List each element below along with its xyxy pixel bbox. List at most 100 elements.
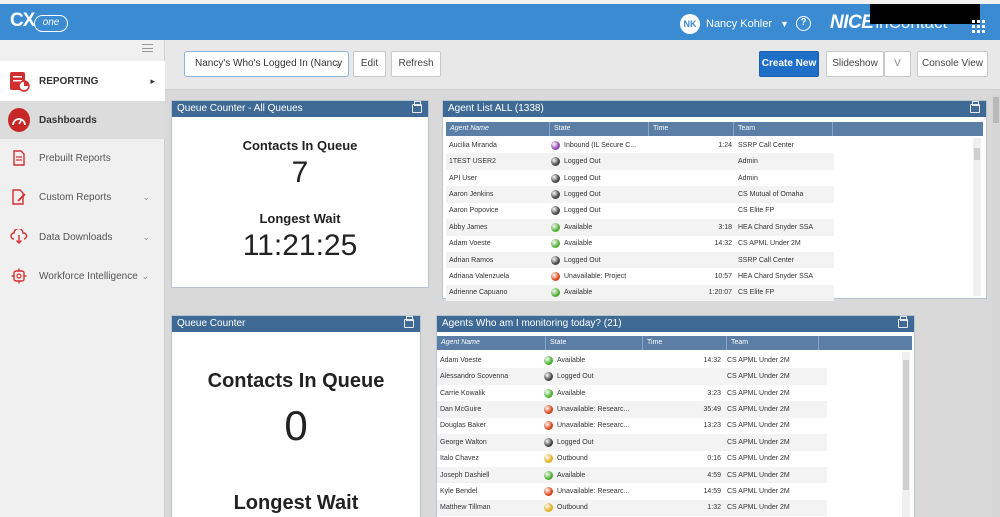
state-cell: Logged Out (551, 157, 650, 167)
page-scrollbar[interactable] (992, 95, 1000, 517)
panel-header: Queue Counter - All Queues (172, 101, 428, 117)
chevron-down-icon: ⌄ (333, 58, 342, 69)
table-row[interactable]: Kyle Bendel Unavailable: Researc... 14:59 C… (437, 483, 827, 500)
slideshow-dropdown-button[interactable]: V (884, 51, 911, 77)
table-row[interactable]: API User Logged Out Admin (446, 170, 834, 187)
table-row[interactable]: Abby James Available 3:18 HEA Chard Snyder … (446, 219, 834, 236)
state-cell: Unavailable: Project (551, 271, 650, 281)
column-header-team[interactable]: Team (727, 336, 819, 350)
column-header-agent-name[interactable]: Agent Name (446, 122, 550, 136)
column-header-time[interactable]: Time (643, 336, 727, 350)
table-row[interactable]: Adam Voeste Available 14:32 CS APML Under 2… (437, 352, 827, 369)
team-cell: Admin (738, 174, 758, 182)
team-cell: CS APML Under 2M (727, 405, 790, 413)
team-cell: CS Mutual of Omaha (738, 190, 804, 198)
panel-title: Queue Counter - All Queues (177, 103, 303, 114)
table-row[interactable]: Douglas Baker Unavailable: Researc... 13:2… (437, 418, 827, 435)
team-cell: SSRP Call Center (738, 141, 794, 149)
status-dot-icon (544, 470, 553, 480)
table-row[interactable]: Matthew Tillman Outbound 1:32 CS APML Under… (437, 499, 827, 517)
table-row[interactable]: Aucilia Miranda Inbound (IL Secure C... 1:… (446, 137, 834, 154)
table-row[interactable]: Adrienne Capuano Available 1:20:07 CS Elite… (446, 284, 834, 302)
table-row[interactable]: Adriana Valenzuela Unavailable: Project 10… (446, 268, 834, 285)
sidebar-item-custom-reports[interactable]: Custom Reports ⌄ (0, 178, 165, 216)
table-row[interactable]: Alessandro Scovenna Logged Out CS APML Und… (437, 368, 827, 385)
team-cell: CS APML Under 2M (727, 373, 790, 381)
team-cell: CS APML Under 2M (727, 356, 790, 364)
table-row[interactable]: Carrie Kowalik Available 3:23 CS APML Under… (437, 385, 827, 402)
time-cell: 13:23 (703, 422, 721, 430)
edit-document-icon (8, 186, 30, 208)
column-header-agent-name[interactable]: Agent Name (437, 336, 546, 350)
team-cell: CS APML Under 2M (727, 471, 790, 479)
table-row[interactable]: Adam Voeste Available 14:32 CS APML Under 2… (446, 235, 834, 252)
refresh-button[interactable]: Refresh (391, 51, 441, 77)
monitoring-scrollbar[interactable] (902, 352, 910, 517)
table-row[interactable]: Aaron Popovice Logged Out CS Elite FP (446, 203, 834, 220)
time-cell: 3:23 (707, 389, 721, 397)
user-menu[interactable]: NK Nancy Kohler ▼ (680, 12, 789, 36)
collapse-menu-icon[interactable] (142, 44, 153, 52)
agent-list-table-header: Agent Name State Time Team (446, 122, 983, 136)
scrollbar-thumb[interactable] (974, 148, 980, 160)
table-row[interactable]: George Walton Logged Out CS APML Under 2M (437, 434, 827, 451)
status-dot-icon (551, 271, 560, 281)
state-text: Available (564, 289, 593, 297)
user-name[interactable]: Nancy Kohler (706, 18, 773, 30)
column-header-state[interactable]: State (550, 122, 649, 136)
status-dot-icon (551, 239, 560, 249)
sidebar-item-prebuilt-reports[interactable]: Prebuilt Reports (0, 139, 165, 177)
table-row[interactable]: 1TEST USER2 Logged Out Admin (446, 153, 834, 170)
state-cell: Available (544, 470, 641, 480)
print-icon[interactable] (412, 101, 422, 113)
chevron-down-icon[interactable]: ▼ (780, 19, 789, 29)
table-row[interactable]: Italo Chavez Outbound 0:16 CS APML Under 2M (437, 450, 827, 467)
top-bar: CX one NK Nancy Kohler ▼ ? NICE inContac… (0, 0, 1000, 40)
dashboard-select[interactable]: Nancy's Who's Logged In (Nancy ⌄ (184, 51, 349, 77)
team-cell: CS APML Under 2M (738, 240, 801, 248)
table-row[interactable]: Adrian Ramos Logged Out SSRP Call Center (446, 251, 834, 269)
time-cell: 1:20:07 (708, 289, 732, 297)
contacts-in-queue-value: 0 (284, 402, 308, 449)
agent-list-scrollbar[interactable] (973, 138, 981, 296)
scrollbar-thumb[interactable] (993, 97, 999, 123)
sidebar-item-label: Data Downloads (39, 231, 113, 243)
state-text: Unavailable: Project (564, 272, 627, 280)
sidebar-item-reporting[interactable]: REPORTING ▸ (0, 61, 165, 101)
table-row[interactable]: Aaron Jenkins Logged Out CS Mutual of Omah… (446, 186, 834, 203)
slideshow-button[interactable]: Slideshow (826, 51, 884, 77)
avatar[interactable]: NK (680, 14, 700, 34)
sidebar-item-dashboards[interactable]: Dashboards (0, 101, 165, 139)
print-icon[interactable] (970, 101, 980, 113)
status-dot-icon (544, 486, 553, 496)
print-icon[interactable] (898, 316, 908, 328)
app-grid-icon[interactable] (972, 20, 985, 33)
help-icon[interactable]: ? (796, 16, 811, 31)
chevron-down-icon: ⌄ (142, 191, 150, 202)
state-text: Available (557, 356, 586, 364)
console-view-button[interactable]: Console View (917, 51, 988, 77)
table-row[interactable]: Dan McGuire Unavailable: Researc... 35:49 C… (437, 401, 827, 418)
state-cell: Outbound (544, 503, 641, 513)
table-row[interactable]: Joseph Dashiell Available 4:59 CS APML Unde… (437, 466, 827, 484)
state-text: Available (557, 389, 586, 397)
print-icon[interactable] (404, 316, 414, 328)
column-header-state[interactable]: State (546, 336, 643, 350)
edit-button[interactable]: Edit (353, 51, 386, 77)
state-cell: Unavailable: Researc... (544, 486, 641, 496)
sidebar-item-data-downloads[interactable]: Data Downloads ⌄ (0, 218, 165, 256)
column-header-team[interactable]: Team (734, 122, 833, 136)
create-new-button[interactable]: Create New (759, 51, 819, 77)
time-cell: 14:32 (703, 356, 721, 364)
cloud-download-icon (8, 226, 30, 248)
sidebar-item-workforce-intelligence[interactable]: Workforce Intelligence ⌄ (0, 257, 165, 295)
state-text: Inbound (IL Secure C... (564, 141, 637, 149)
status-dot-icon (551, 173, 560, 183)
scrollbar-thumb[interactable] (903, 360, 909, 490)
column-header-time[interactable]: Time (649, 122, 734, 136)
dashboard-toolbar: Nancy's Who's Logged In (Nancy ⌄ Edit Re… (165, 40, 1000, 90)
agent-name-cell: 1TEST USER2 (449, 158, 496, 166)
state-text: Available (564, 223, 593, 231)
longest-wait-label: Longest Wait (259, 211, 341, 226)
cxone-logo[interactable]: CX one (10, 10, 68, 34)
